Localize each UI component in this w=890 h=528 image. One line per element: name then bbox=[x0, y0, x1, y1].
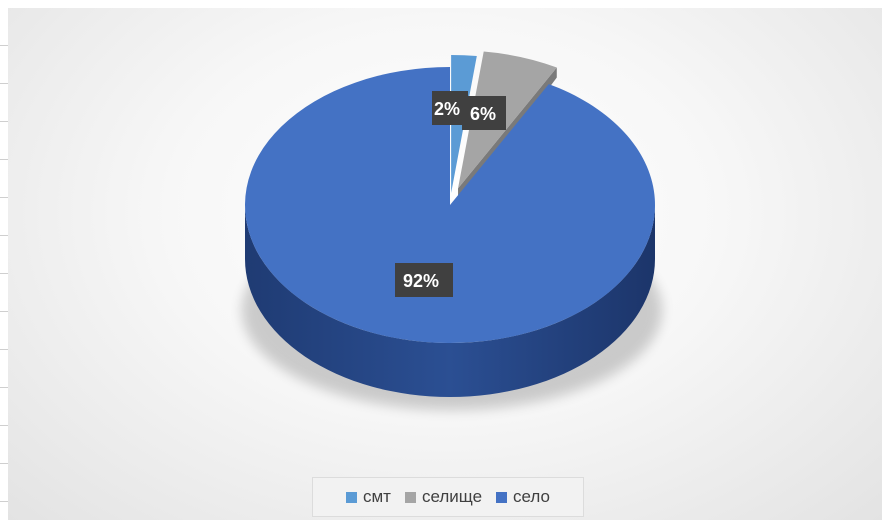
slice-село[interactable] bbox=[245, 67, 655, 343]
slice-селище[interactable] bbox=[458, 51, 557, 189]
svg-text:6%: 6% bbox=[470, 104, 496, 124]
legend-label-селище: селище bbox=[421, 487, 483, 506]
chart-legend: смт селище село bbox=[312, 477, 584, 517]
slice-side-село bbox=[245, 205, 655, 397]
legend-item-смт: смт bbox=[345, 487, 391, 507]
legend-label-смт: смт bbox=[362, 487, 391, 506]
svg-text:92%: 92% bbox=[403, 271, 439, 291]
svg-text:2%: 2% bbox=[434, 99, 460, 119]
data-label-селище: 6% bbox=[462, 96, 506, 130]
left-border-ticks bbox=[0, 8, 8, 520]
legend-label-село: село bbox=[513, 487, 550, 506]
legend-swatch-смт bbox=[345, 491, 357, 503]
legend-swatch-село bbox=[496, 491, 508, 503]
legend-swatch-селище bbox=[404, 491, 416, 503]
legend-item-село: село bbox=[496, 487, 550, 507]
legend-item-селище: селище bbox=[404, 487, 483, 507]
data-label-село: 92% bbox=[395, 263, 453, 297]
